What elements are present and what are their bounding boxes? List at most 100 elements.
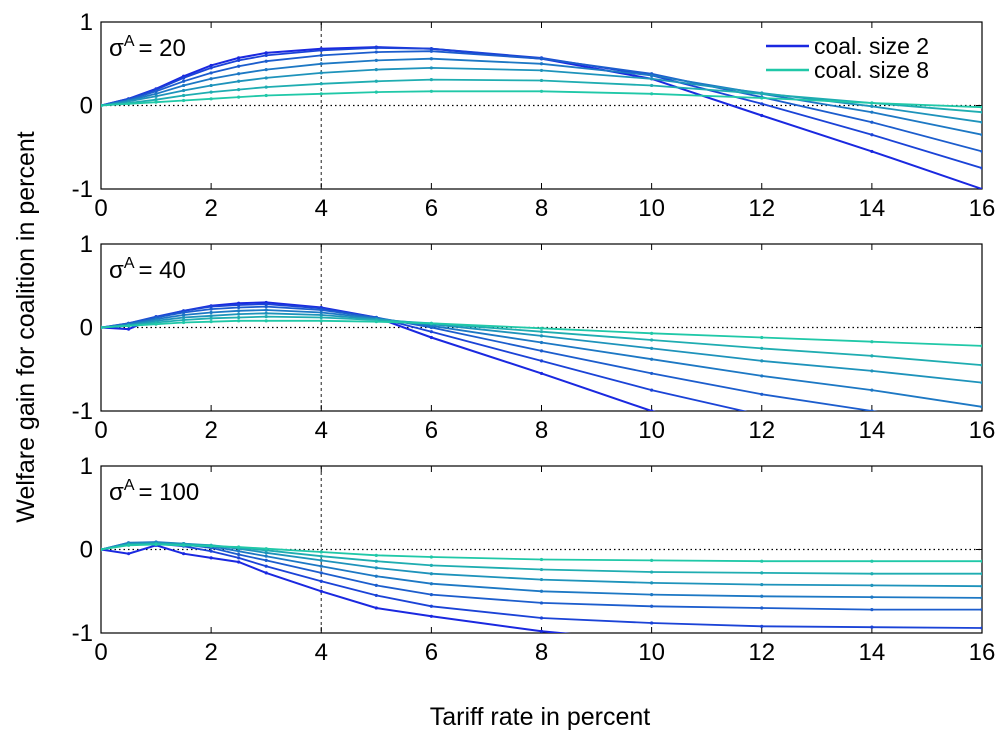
y-tick-label: -1: [72, 176, 93, 203]
series-point: [126, 327, 131, 331]
series-point: [429, 572, 433, 576]
x-tick-label: 16: [969, 639, 996, 666]
series-point: [429, 592, 433, 597]
series-point: [319, 308, 323, 312]
series-point: [237, 549, 241, 553]
series-point: [237, 64, 241, 68]
series-point: [429, 89, 433, 93]
x-tick-label: 0: [94, 639, 107, 666]
series-point: [980, 559, 982, 563]
series-point: [237, 319, 241, 323]
x-tick-label: 2: [204, 195, 217, 222]
series-point: [870, 388, 874, 392]
series-point: [264, 93, 268, 98]
series-point: [650, 592, 654, 597]
series-point: [870, 101, 874, 105]
series-point: [760, 624, 764, 628]
series-point: [429, 614, 433, 618]
series-point: [870, 409, 874, 411]
y-tick-label: 1: [80, 9, 93, 36]
series-point: [264, 76, 268, 80]
series-point: [237, 556, 241, 560]
series-point: [264, 554, 268, 558]
series-point: [539, 589, 544, 593]
series-point: [237, 560, 241, 564]
series-point: [539, 89, 544, 93]
series-point: [760, 594, 764, 598]
series-point: [126, 324, 131, 328]
series-point: [374, 67, 378, 72]
y-tick-label: 1: [80, 453, 93, 480]
series-point: [209, 97, 213, 101]
series-point: [870, 354, 874, 358]
x-tick-label: 0: [94, 195, 107, 222]
series-point: [980, 187, 982, 189]
series-point: [154, 100, 158, 104]
series-point: [539, 68, 544, 73]
series-point: [429, 555, 433, 559]
series-point: [980, 626, 982, 630]
x-tick-label: 2: [204, 417, 217, 444]
series-point: [209, 307, 213, 311]
series-point: [429, 78, 433, 82]
x-tick-label: 14: [859, 417, 886, 444]
series-point: [181, 98, 186, 103]
series-point: [264, 558, 268, 562]
series-point: [374, 46, 378, 50]
series-point: [870, 559, 874, 563]
series-point: [650, 409, 654, 411]
series-point: [181, 552, 186, 556]
series-point: [539, 78, 544, 83]
panel-label-symbol: σ: [109, 257, 124, 284]
series-point: [374, 583, 378, 588]
series-point: [650, 83, 654, 88]
series-point: [429, 563, 433, 567]
series-point: [980, 133, 982, 137]
series-point: [181, 76, 186, 80]
series-point: [650, 570, 654, 574]
series-point: [980, 105, 982, 109]
series-point: [319, 579, 323, 583]
series-point: [870, 572, 874, 576]
x-tick-label: 10: [638, 639, 665, 666]
series-point: [264, 302, 268, 306]
series-point: [760, 335, 764, 340]
series-point: [237, 552, 241, 557]
series-point: [539, 577, 544, 582]
panel-label-value: = 40: [138, 257, 185, 284]
legend-label: coal. size 8: [814, 57, 929, 83]
series-point: [319, 558, 323, 562]
series-point: [126, 543, 131, 547]
series-point: [126, 552, 131, 556]
series-point: [264, 305, 268, 309]
series-point: [539, 349, 544, 353]
y-tick-label: -1: [72, 620, 93, 647]
series-point: [539, 62, 544, 66]
x-tick-label: 6: [425, 195, 438, 222]
series-point: [319, 313, 323, 317]
series-point: [760, 392, 764, 396]
series-point: [209, 90, 213, 94]
series-point: [154, 322, 158, 326]
series-point: [374, 90, 378, 94]
series-point: [319, 550, 323, 554]
panel-label-symbol: σ: [109, 35, 124, 62]
x-tick-label: 16: [969, 417, 996, 444]
series-point: [154, 94, 158, 98]
series-point: [539, 330, 544, 334]
series-point: [237, 309, 241, 313]
x-tick-label: 8: [535, 417, 548, 444]
series-point: [209, 66, 213, 70]
series-point: [539, 371, 544, 376]
series-point: [650, 331, 654, 335]
x-tick-label: 10: [638, 195, 665, 222]
x-tick-label: 4: [315, 417, 328, 444]
series-point: [264, 308, 268, 312]
series-point: [237, 303, 241, 307]
series-point: [650, 604, 654, 608]
x-tick-label: 14: [859, 195, 886, 222]
series-point: [429, 330, 433, 334]
series-point: [181, 79, 186, 83]
